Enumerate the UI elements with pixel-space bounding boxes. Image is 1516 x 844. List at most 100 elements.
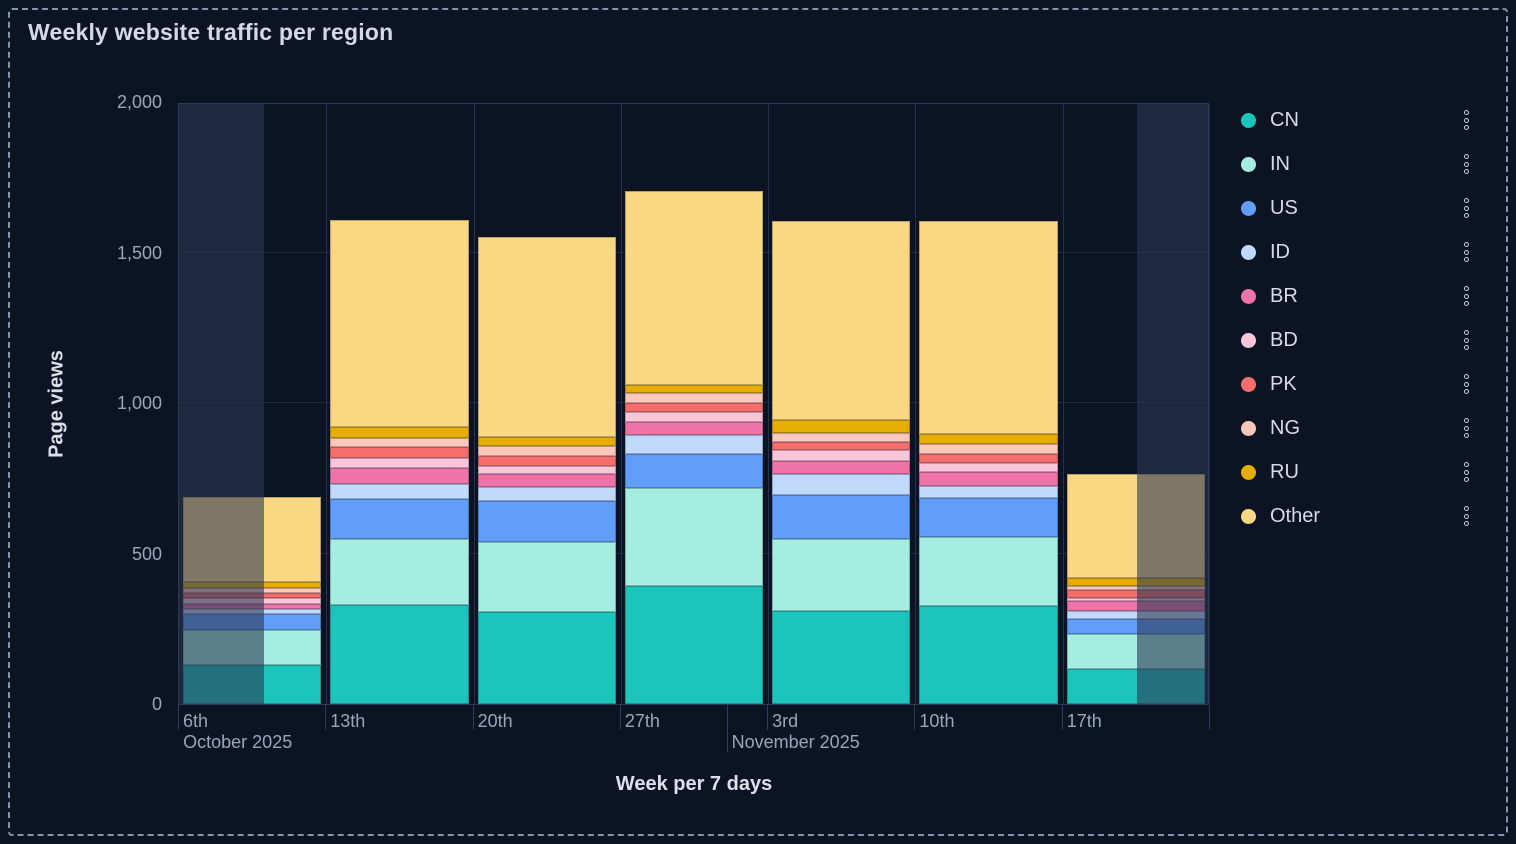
bar-segment-Other[interactable] bbox=[477, 237, 616, 438]
bar-group-27th[interactable] bbox=[624, 191, 764, 704]
legend-label: CN bbox=[1270, 108, 1299, 131]
x-gridline bbox=[768, 104, 770, 704]
y-tick-label: 2,000 bbox=[116, 92, 162, 112]
bar-segment-IN[interactable] bbox=[919, 537, 1058, 607]
bar-segment-NG[interactable] bbox=[477, 445, 616, 456]
legend-item-BR[interactable]: BR bbox=[1241, 274, 1481, 318]
bar-segment-US[interactable] bbox=[477, 500, 616, 542]
month-separator-line bbox=[727, 705, 728, 752]
bar-segment-CN[interactable] bbox=[772, 610, 911, 704]
bar-segment-BD[interactable] bbox=[1066, 597, 1205, 602]
bar-segment-BR[interactable] bbox=[624, 421, 764, 435]
bar-segment-PK[interactable] bbox=[477, 455, 616, 466]
bar-segment-ID[interactable] bbox=[772, 474, 911, 496]
bar-segment-RU[interactable] bbox=[330, 427, 469, 438]
x-tick-label: 10th bbox=[919, 711, 955, 731]
bar-segment-RU[interactable] bbox=[1066, 577, 1205, 586]
kebab-circles-icon[interactable] bbox=[1464, 153, 1481, 175]
menu-dot bbox=[1464, 124, 1469, 130]
legend-color-dot bbox=[1241, 420, 1256, 436]
bar-segment-CN[interactable] bbox=[624, 586, 764, 704]
bar-segment-Other[interactable] bbox=[330, 219, 469, 428]
bar-segment-PK[interactable] bbox=[919, 454, 1058, 463]
bar-segment-ID[interactable] bbox=[477, 487, 616, 501]
bar-segment-PK[interactable] bbox=[1066, 590, 1205, 598]
bar-segment-BR[interactable] bbox=[330, 468, 469, 485]
legend-item-US[interactable]: US bbox=[1241, 186, 1481, 230]
legend-item-RU[interactable]: RU bbox=[1241, 450, 1481, 494]
legend-color-dot bbox=[1241, 200, 1256, 216]
kebab-circles-icon[interactable] bbox=[1464, 461, 1481, 483]
bar-segment-NG[interactable] bbox=[624, 392, 764, 404]
bar-segment-IN[interactable] bbox=[772, 539, 911, 611]
bar-segment-BD[interactable] bbox=[919, 462, 1058, 473]
legend-item-ID[interactable]: ID bbox=[1241, 230, 1481, 274]
bar-segment-BD[interactable] bbox=[624, 412, 764, 422]
kebab-circles-icon[interactable] bbox=[1464, 109, 1481, 131]
x-tick-mark bbox=[178, 705, 179, 730]
bar-segment-ID[interactable] bbox=[330, 484, 469, 499]
bar-segment-RU[interactable] bbox=[624, 385, 764, 393]
bar-segment-NG[interactable] bbox=[330, 437, 469, 447]
x-tick-label: 3rd bbox=[772, 711, 799, 731]
bar-segment-NG[interactable] bbox=[1066, 585, 1205, 591]
bar-segment-PK[interactable] bbox=[772, 442, 911, 451]
kebab-circles-icon[interactable] bbox=[1464, 417, 1481, 439]
kebab-circles-icon[interactable] bbox=[1464, 197, 1481, 219]
out-of-range-overlay bbox=[1136, 104, 1210, 704]
bar-segment-US[interactable] bbox=[330, 498, 469, 539]
bar-segment-BD[interactable] bbox=[772, 450, 911, 461]
bar-segment-PK[interactable] bbox=[330, 446, 469, 458]
legend-item-IN[interactable]: IN bbox=[1241, 142, 1481, 186]
bar-segment-US[interactable] bbox=[919, 498, 1058, 538]
bar-segment-NG[interactable] bbox=[772, 432, 911, 443]
bar-segment-BD[interactable] bbox=[330, 457, 469, 469]
legend-item-PK[interactable]: PK bbox=[1241, 362, 1481, 406]
kebab-circles-icon[interactable] bbox=[1464, 241, 1481, 263]
legend-item-CN[interactable]: CN bbox=[1241, 98, 1481, 142]
bar-segment-BR[interactable] bbox=[919, 472, 1058, 487]
bar-segment-BD[interactable] bbox=[477, 465, 616, 474]
kebab-circles-icon[interactable] bbox=[1464, 373, 1481, 395]
bar-segment-ID[interactable] bbox=[919, 486, 1058, 499]
bar-segment-Other[interactable] bbox=[772, 220, 911, 421]
kebab-circles-icon[interactable] bbox=[1464, 505, 1481, 527]
menu-dot bbox=[1464, 293, 1469, 299]
bar-segment-PK[interactable] bbox=[624, 403, 764, 413]
bar-segment-BR[interactable] bbox=[1066, 601, 1205, 612]
bar-segment-RU[interactable] bbox=[772, 420, 911, 433]
bar-segment-ID[interactable] bbox=[624, 434, 764, 454]
bar-segment-RU[interactable] bbox=[919, 433, 1058, 445]
bar-segment-IN[interactable] bbox=[624, 488, 764, 587]
legend-item-Other[interactable]: Other bbox=[1241, 494, 1481, 538]
bar-group-10th[interactable] bbox=[919, 221, 1058, 704]
legend-label: ID bbox=[1270, 240, 1290, 263]
kebab-circles-icon[interactable] bbox=[1464, 285, 1481, 307]
bar-segment-Other[interactable] bbox=[919, 221, 1058, 434]
menu-dot bbox=[1464, 337, 1469, 343]
bar-segment-CN[interactable] bbox=[919, 606, 1058, 704]
legend-item-NG[interactable]: NG bbox=[1241, 406, 1481, 450]
bar-segment-RU[interactable] bbox=[477, 437, 616, 446]
legend-label: RU bbox=[1270, 460, 1299, 483]
bar-segment-CN[interactable] bbox=[477, 612, 616, 704]
bar-segment-US[interactable] bbox=[624, 453, 764, 489]
legend-item-BD[interactable]: BD bbox=[1241, 318, 1481, 362]
bar-segment-NG[interactable] bbox=[919, 444, 1058, 455]
bar-group-3rd[interactable] bbox=[772, 220, 911, 704]
x-tick-label: 13th bbox=[330, 711, 366, 731]
bar-segment-BR[interactable] bbox=[772, 460, 911, 475]
menu-dot bbox=[1464, 476, 1469, 482]
bar-group-20th[interactable] bbox=[477, 237, 616, 704]
bar-segment-CN[interactable] bbox=[330, 604, 469, 704]
bar-segment-IN[interactable] bbox=[330, 538, 469, 605]
bar-segment-ID[interactable] bbox=[1066, 611, 1205, 619]
bar-segment-BR[interactable] bbox=[477, 473, 616, 488]
bar-segment-Other[interactable] bbox=[624, 191, 764, 386]
bar-segment-IN[interactable] bbox=[477, 541, 616, 613]
legend-color-dot bbox=[1241, 112, 1256, 128]
bar-group-13th[interactable] bbox=[330, 219, 469, 704]
bar-segment-US[interactable] bbox=[772, 495, 911, 540]
kebab-circles-icon[interactable] bbox=[1464, 329, 1481, 351]
